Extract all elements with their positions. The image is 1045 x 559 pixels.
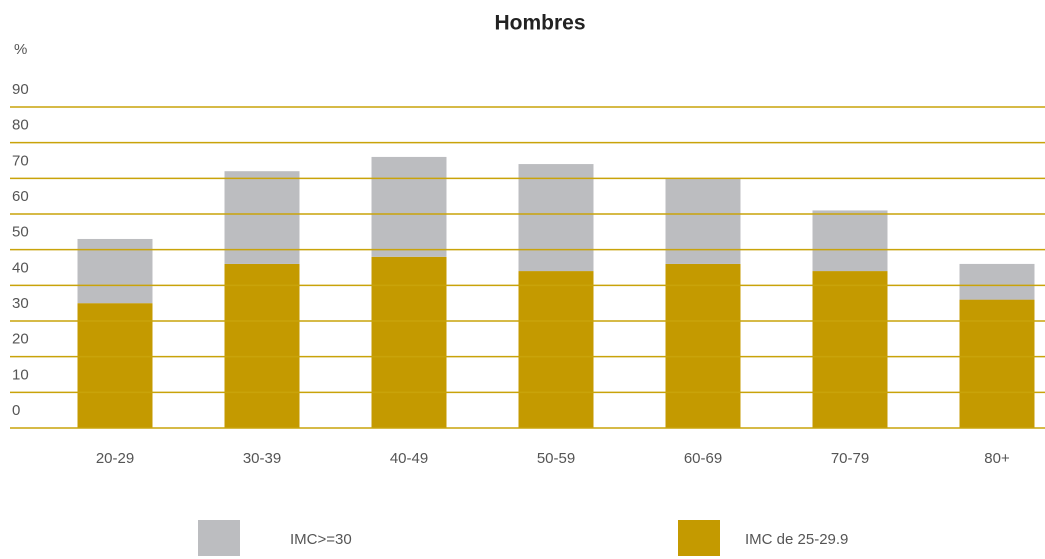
bar-segment	[371, 156, 447, 257]
x-tick-label: 80+	[984, 450, 1010, 467]
bar-segment	[224, 171, 300, 264]
bar-segment	[77, 238, 153, 304]
bar-segment	[371, 256, 447, 428]
bar-segment	[224, 263, 300, 428]
bar-segment	[812, 210, 888, 272]
x-tick-label: 60-69	[684, 450, 722, 467]
y-axis-label: %	[14, 41, 27, 58]
y-tick-label: 40	[12, 259, 29, 276]
y-tick-label: 0	[12, 402, 20, 419]
bar-segment	[959, 263, 1035, 300]
x-tick-label: 30-39	[243, 450, 281, 467]
x-tick-label: 70-79	[831, 450, 869, 467]
bar-segment	[518, 271, 594, 428]
legend-label: IMC>=30	[290, 531, 352, 548]
bar-segment	[959, 299, 1035, 428]
x-tick-label: 20-29	[96, 450, 134, 467]
bar-segment	[518, 164, 594, 272]
y-tick-label: 20	[12, 331, 29, 348]
y-tick-label: 50	[12, 224, 29, 241]
bar-segment	[665, 178, 741, 264]
y-tick-label: 30	[12, 295, 29, 312]
legend-swatch	[198, 520, 240, 556]
y-tick-label: 70	[12, 152, 29, 169]
x-tick-label: 40-49	[390, 450, 428, 467]
y-tick-label: 10	[12, 366, 29, 383]
y-tick-label: 60	[12, 188, 29, 205]
legend-label: IMC de 25-29.9	[745, 531, 848, 548]
legend-swatch	[678, 520, 720, 556]
bar-segment	[665, 263, 741, 428]
chart-title: Hombres	[494, 12, 585, 35]
y-tick-label: 80	[12, 117, 29, 134]
bar-segment	[77, 303, 153, 428]
y-tick-label: 90	[12, 81, 29, 98]
bar-segment	[812, 271, 888, 428]
x-tick-label: 50-59	[537, 450, 575, 467]
